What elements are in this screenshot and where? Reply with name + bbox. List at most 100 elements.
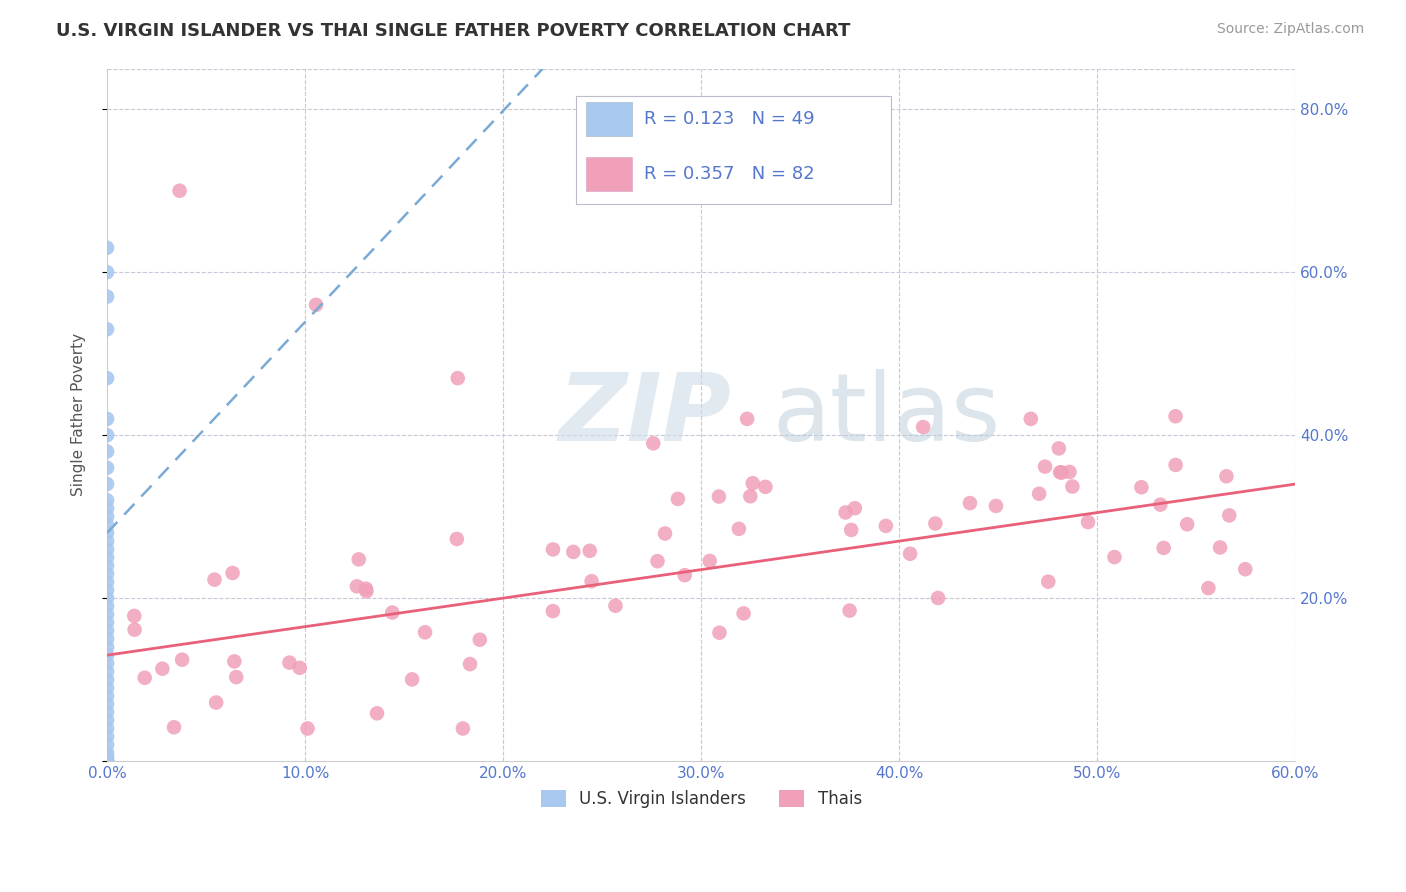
Point xyxy=(1149,498,1171,512)
Point xyxy=(666,491,689,506)
Point xyxy=(96,754,118,768)
Point xyxy=(1062,479,1084,493)
Point xyxy=(912,420,935,434)
Point xyxy=(96,754,118,768)
Point xyxy=(96,624,118,638)
Point xyxy=(581,574,603,589)
Point xyxy=(96,689,118,703)
Text: ZIP: ZIP xyxy=(558,368,731,461)
Point xyxy=(366,706,388,721)
Point xyxy=(1059,465,1081,479)
Legend: U.S. Virgin Islanders, Thais: U.S. Virgin Islanders, Thais xyxy=(534,783,869,815)
Point xyxy=(96,754,118,768)
Point xyxy=(356,584,378,599)
Point xyxy=(1130,480,1153,494)
Point xyxy=(468,632,491,647)
Point xyxy=(96,477,118,491)
Point xyxy=(96,648,118,662)
Point xyxy=(96,412,118,426)
Point xyxy=(844,501,866,516)
Point xyxy=(96,754,118,768)
Point xyxy=(959,496,981,510)
Point xyxy=(446,532,468,546)
Point xyxy=(647,554,669,568)
Point xyxy=(96,265,118,279)
Point xyxy=(96,534,118,549)
Point xyxy=(458,657,481,671)
Point xyxy=(1019,412,1042,426)
Point xyxy=(96,591,118,606)
Point xyxy=(984,499,1007,513)
Point xyxy=(124,609,146,624)
Point xyxy=(224,654,246,668)
Point xyxy=(1215,469,1237,483)
Point xyxy=(1209,541,1232,555)
Point xyxy=(346,579,368,593)
Point xyxy=(134,671,156,685)
Point xyxy=(96,493,118,508)
Point xyxy=(96,722,118,736)
Text: U.S. VIRGIN ISLANDER VS THAI SINGLE FATHER POVERTY CORRELATION CHART: U.S. VIRGIN ISLANDER VS THAI SINGLE FATH… xyxy=(56,22,851,40)
Point xyxy=(96,697,118,711)
Text: Source: ZipAtlas.com: Source: ZipAtlas.com xyxy=(1216,22,1364,37)
FancyBboxPatch shape xyxy=(586,157,633,191)
Point xyxy=(562,545,585,559)
Point xyxy=(1104,550,1126,565)
Point xyxy=(1197,581,1219,595)
Point xyxy=(96,290,118,304)
Point xyxy=(150,662,173,676)
Point xyxy=(96,754,118,768)
Point xyxy=(735,412,758,426)
Point xyxy=(1234,562,1257,576)
FancyBboxPatch shape xyxy=(586,102,633,136)
Point xyxy=(96,574,118,589)
Text: R = 0.123   N = 49: R = 0.123 N = 49 xyxy=(644,110,815,128)
Point xyxy=(96,322,118,336)
Point xyxy=(124,623,146,637)
Point xyxy=(927,591,949,605)
Point xyxy=(541,542,564,557)
Point xyxy=(96,371,118,385)
Point xyxy=(381,606,404,620)
Point xyxy=(1175,517,1198,532)
Point xyxy=(1153,541,1175,555)
Point xyxy=(221,566,243,580)
Point xyxy=(96,673,118,687)
Point xyxy=(169,184,191,198)
Point xyxy=(834,505,856,519)
Point xyxy=(96,517,118,532)
Point xyxy=(699,554,721,568)
Point xyxy=(172,653,194,667)
Point xyxy=(96,746,118,760)
Point xyxy=(413,625,436,640)
Point xyxy=(96,681,118,695)
Point xyxy=(605,599,627,613)
Point xyxy=(96,241,118,255)
Point xyxy=(728,522,751,536)
Point xyxy=(288,661,311,675)
Point xyxy=(447,371,470,385)
Point xyxy=(839,523,862,537)
Point xyxy=(96,558,118,573)
Point xyxy=(1050,466,1073,480)
Point xyxy=(96,714,118,728)
Point xyxy=(741,476,763,491)
Point xyxy=(707,490,730,504)
Point xyxy=(205,696,228,710)
Point xyxy=(1164,458,1187,472)
Point xyxy=(96,607,118,622)
Point xyxy=(96,640,118,654)
Point xyxy=(297,722,319,736)
Point xyxy=(96,582,118,597)
Point xyxy=(1049,465,1071,479)
Point xyxy=(347,552,370,566)
Point xyxy=(401,673,423,687)
Point xyxy=(96,599,118,614)
Point xyxy=(96,754,118,768)
Point xyxy=(96,705,118,719)
Point xyxy=(225,670,247,684)
Point xyxy=(709,625,731,640)
Point xyxy=(451,722,474,736)
Point xyxy=(1028,487,1050,501)
Point xyxy=(1077,515,1099,529)
